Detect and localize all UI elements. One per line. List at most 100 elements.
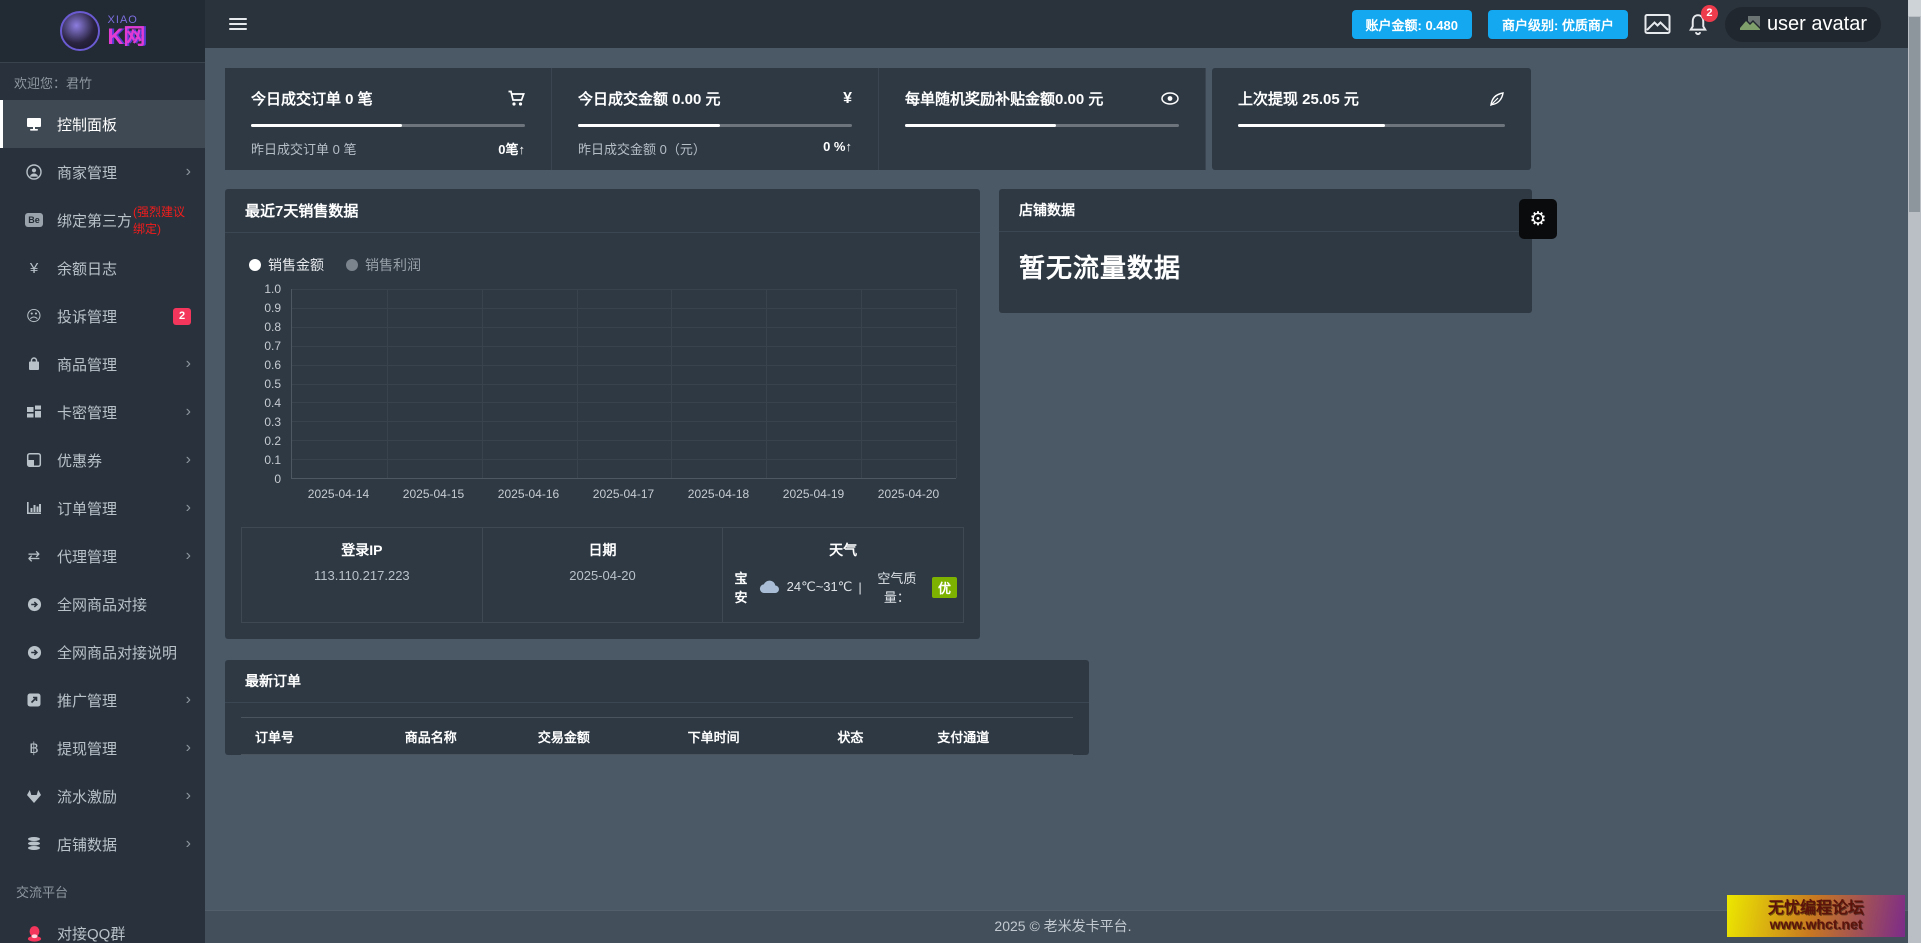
sales-chart-card: 最近7天销售数据 销售金额 销售利润 1.0 0.9 0.8 0.7 0.6 0. xyxy=(225,189,980,639)
legend-label: 销售金额 xyxy=(268,257,324,273)
sidebar-item-dashboard[interactable]: 控制面板 xyxy=(0,100,205,148)
complaints-count-badge: 2 xyxy=(173,307,191,325)
sidebar-item-label: 店铺数据 xyxy=(57,836,118,854)
stat-progress-track xyxy=(1238,124,1505,127)
chevron-right-icon: › xyxy=(185,835,191,852)
column-header-order-id: 订单号 xyxy=(255,729,295,745)
orders-table-header: 订单号 商品名称 交易金额 下单时间 状态 支付通道 xyxy=(241,718,1073,754)
stat-progress-track xyxy=(905,124,1179,127)
bitcoin-icon: ฿ xyxy=(29,740,39,757)
stats-row: 今日成交订单 0 笔 昨日成交订单 0 笔 0笔↑ 今日成交金额 0.00 元 … xyxy=(225,68,1532,170)
stat-progress-fill xyxy=(251,124,402,127)
sidebar-item-qq-group[interactable]: 对接QQ群 xyxy=(0,909,205,943)
avatar-alt-text: user avatar xyxy=(1766,12,1867,35)
aqi-badge: 优 xyxy=(932,576,958,598)
column-header-amount: 交易金额 xyxy=(537,729,590,745)
sidebar-item-shop-data[interactable]: 店铺数据 › xyxy=(0,820,205,868)
column-header-order-time: 下单时间 xyxy=(687,729,740,745)
sidebar-item-turnover-incentive[interactable]: 流水激励 › xyxy=(0,772,205,820)
user-avatar[interactable]: user avatar xyxy=(1724,6,1881,42)
sidebar-item-card-keys[interactable]: 卡密管理 › xyxy=(0,388,205,436)
sidebar-item-product-docking-docs[interactable]: 全网商品对接说明 xyxy=(0,628,205,676)
sidebar-item-bind-thirdparty[interactable]: Be 绑定第三方 (强烈建议绑定) xyxy=(0,196,205,244)
chevron-right-icon: › xyxy=(185,547,191,564)
stat-progress-track xyxy=(578,124,852,127)
sidebar-item-product-docking[interactable]: 全网商品对接 xyxy=(0,580,205,628)
pen-icon xyxy=(1489,91,1505,107)
sidebar-item-merchant[interactable]: 商家管理 › xyxy=(0,148,205,196)
sidebar-item-note: (强烈建议绑定) xyxy=(133,205,186,236)
hamburger-menu-icon[interactable] xyxy=(229,15,247,33)
x-tick-label: 2025-04-18 xyxy=(687,487,750,501)
monitor-icon xyxy=(23,116,45,132)
column-header-payment-channel: 支付通道 xyxy=(937,729,990,745)
weather-city: 宝安 xyxy=(734,571,748,605)
sidebar-item-complaints[interactable]: ☹ 投诉管理 2 xyxy=(0,292,205,340)
sidebar-item-label: 提现管理 xyxy=(57,740,118,758)
x-tick-label: 2025-04-20 xyxy=(877,487,940,501)
account-balance-button[interactable]: 账户金额: 0.480 xyxy=(1351,9,1472,39)
line-chart: 1.0 0.9 0.8 0.7 0.6 0.5 0.4 0.3 0.2 0.1 0 2025-04-… xyxy=(249,282,957,509)
y-tick-label: 0.2 xyxy=(264,434,281,448)
stat-card-today-orders: 今日成交订单 0 笔 昨日成交订单 0 笔 0笔↑ xyxy=(225,68,552,170)
sidebar-item-orders[interactable]: 订单管理 › xyxy=(0,484,205,532)
sidebar-item-agents[interactable]: ⇄ 代理管理 › xyxy=(0,532,205,580)
weather-separator: | xyxy=(858,579,862,595)
notifications-button[interactable]: 2 xyxy=(1687,4,1718,36)
vertical-scrollbar[interactable] xyxy=(1908,0,1921,943)
y-tick-label: 0.8 xyxy=(264,320,281,334)
watermark-logo: 无忧编程论坛 www.whct.net xyxy=(1727,895,1905,937)
sidebar-item-products[interactable]: 商品管理 › xyxy=(0,340,205,388)
orders-table: 订单号 商品名称 交易金额 下单时间 状态 支付通道 xyxy=(241,717,1073,755)
plot-grid xyxy=(291,289,957,479)
x-tick-label: 2025-04-17 xyxy=(592,487,655,501)
sidebar: XIAO K网 欢迎您：君竹 控制面板 商家管理 › Be 绑定第三方 (强烈建… xyxy=(0,0,205,943)
legend-item-sales-profit[interactable]: 销售利润 xyxy=(346,255,421,275)
yen-icon: ¥ xyxy=(843,89,852,107)
chevron-right-icon: › xyxy=(185,739,191,756)
y-tick-label: 0 xyxy=(274,472,281,486)
sidebar-item-coupons[interactable]: 优惠券 › xyxy=(0,436,205,484)
info-row: 登录IP 113.110.217.223 日期 2025-04-20 天气 宝安 xyxy=(241,527,965,623)
x-tick-label: 2025-04-16 xyxy=(497,487,560,501)
shop-card-title: 店铺数据 xyxy=(999,189,1532,232)
yen-icon: ¥ xyxy=(29,259,39,277)
logo[interactable]: XIAO K网 xyxy=(0,0,205,62)
content: 今日成交订单 0 笔 昨日成交订单 0 笔 0笔↑ 今日成交金额 0.00 元 … xyxy=(205,48,1921,910)
x-tick-label: 2025-04-14 xyxy=(307,487,370,501)
settings-button[interactable]: ⚙ xyxy=(1519,199,1557,239)
stat-card-today-amount: 今日成交金额 0.00 元 ¥ 昨日成交金额 0（元） 0 %↑ xyxy=(552,68,879,170)
y-tick-label: 1.0 xyxy=(264,282,281,296)
shop-data-card: 店铺数据 暂无流量数据 ⚙ xyxy=(999,189,1557,313)
sidebar-item-label: 商家管理 xyxy=(57,164,118,182)
sidebar-item-promotion[interactable]: 推广管理 › xyxy=(0,676,205,724)
scrollbar-thumb[interactable] xyxy=(1909,17,1920,212)
sidebar-item-withdrawal[interactable]: ฿ 提现管理 › xyxy=(0,724,205,772)
chevron-right-icon: › xyxy=(185,787,191,804)
shopping-bag-icon xyxy=(23,356,45,372)
y-tick-label: 0.4 xyxy=(264,396,281,410)
sidebar-item-label: 对接QQ群 xyxy=(57,925,126,943)
stat-title: 每单随机奖励补贴金额0.00 元 xyxy=(905,91,1104,108)
stat-sub-label: 昨日成交订单 0 笔 xyxy=(251,142,357,157)
legend-dot xyxy=(346,259,358,271)
legend-item-sales-amount[interactable]: 销售金额 xyxy=(249,255,324,275)
envelope-icon xyxy=(1644,13,1671,35)
x-axis: 2025-04-14 2025-04-15 2025-04-16 2025-04-17… xyxy=(291,479,956,509)
sidebar-item-balance-log[interactable]: ¥ 余额日志 xyxy=(0,244,205,292)
no-traffic-data-text: 暂无流量数据 xyxy=(1019,253,1182,283)
legend-dot xyxy=(249,259,261,271)
date-value: 2025-04-20 xyxy=(569,568,636,583)
scroll-up-button[interactable] xyxy=(1908,0,1921,16)
sidebar-menu: 控制面板 商家管理 › Be 绑定第三方 (强烈建议绑定) ¥ 余额日志 ☹ 投… xyxy=(0,100,205,943)
y-tick-label: 0.1 xyxy=(264,453,281,467)
grid-icon xyxy=(23,404,45,420)
mail-button[interactable] xyxy=(1644,13,1671,35)
y-tick-label: 0.9 xyxy=(264,301,281,315)
sidebar-item-label: 全网商品对接说明 xyxy=(57,644,178,662)
merchant-level-button[interactable]: 商户级别: 优质商户 xyxy=(1487,9,1628,39)
weather-temp: 24℃~31℃ xyxy=(786,579,853,594)
chevron-right-icon: › xyxy=(185,355,191,372)
broken-image-icon xyxy=(1739,15,1761,33)
date-cell: 日期 2025-04-20 xyxy=(481,527,724,623)
